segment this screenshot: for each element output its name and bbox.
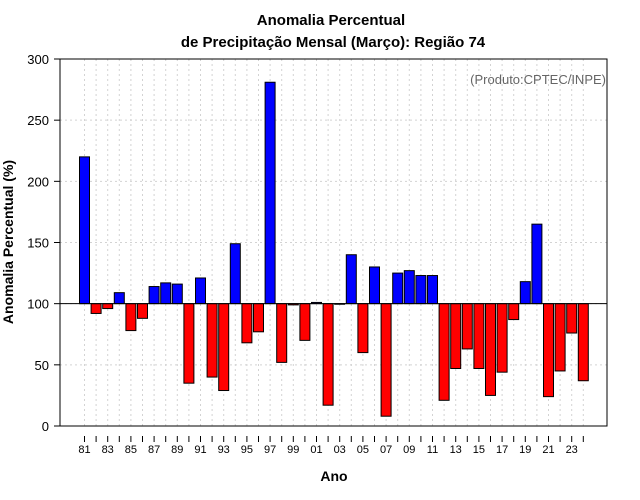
bar-18 xyxy=(508,303,520,321)
x-tick-label: 97 xyxy=(264,444,276,456)
bar-05 xyxy=(357,303,369,354)
x-tick-label: 01 xyxy=(310,444,322,456)
bar-90 xyxy=(183,303,195,384)
y-tick-label: 0 xyxy=(42,419,49,434)
x-tick-label: 07 xyxy=(380,444,392,456)
x-axis: 81 83 85 87 89 91 93 95 97 99 01 03 05 07 09 11 13 15 17 19… xyxy=(78,436,584,456)
x-tick-label: 17 xyxy=(496,444,508,456)
bar-15 xyxy=(473,303,485,370)
bar-84 xyxy=(113,292,125,305)
bar-17 xyxy=(496,303,508,373)
bars-group xyxy=(79,81,589,417)
bar-97 xyxy=(264,81,276,305)
bar-08 xyxy=(392,272,404,305)
bar-16 xyxy=(485,303,496,396)
bar-86 xyxy=(137,303,148,319)
x-tick-label: 87 xyxy=(148,444,160,456)
bar-13 xyxy=(450,303,462,370)
x-tick-label: 93 xyxy=(218,444,230,456)
bar-96 xyxy=(253,303,264,333)
x-tick-label: 13 xyxy=(450,444,462,456)
bar-22 xyxy=(554,303,566,372)
x-tick-label: 99 xyxy=(287,444,299,456)
bar-95 xyxy=(241,303,253,344)
x-tick-label: 91 xyxy=(194,444,206,456)
bar-19 xyxy=(519,281,531,305)
chart-title-line1: Anomalia Percentual xyxy=(257,12,405,29)
bar-85 xyxy=(125,303,137,332)
bar-20 xyxy=(531,223,543,305)
x-tick-label: 85 xyxy=(125,444,137,456)
bar-88 xyxy=(160,282,172,305)
x-tick-label: 81 xyxy=(78,444,90,456)
y-tick-label: 150 xyxy=(27,236,49,251)
bar-92 xyxy=(206,303,218,378)
y-tick-label: 100 xyxy=(27,297,49,312)
bar-98 xyxy=(276,303,288,363)
bar-21 xyxy=(543,303,554,398)
chart-title-line2: de Precipitação Mensal (Março): Região 7… xyxy=(181,34,486,51)
x-tick-label: 19 xyxy=(519,444,531,456)
bar-10 xyxy=(415,275,427,305)
bar-11 xyxy=(427,275,438,305)
x-tick-label: 21 xyxy=(542,444,554,456)
x-tick-label: 89 xyxy=(171,444,183,456)
bar-06 xyxy=(369,266,380,305)
bar-12 xyxy=(438,303,450,401)
bar-82 xyxy=(90,303,102,314)
bar-94 xyxy=(229,243,241,305)
credit-text: (Produto:CPTEC/INPE) xyxy=(470,72,606,87)
y-tick-label: 50 xyxy=(35,358,49,373)
x-tick-label: 15 xyxy=(473,444,485,456)
x-tick-label: 05 xyxy=(357,444,369,456)
bar-07 xyxy=(380,303,392,417)
bar-91 xyxy=(195,277,206,305)
y-tick-label: 200 xyxy=(27,174,49,189)
x-tick-label: 03 xyxy=(334,444,346,456)
y-tick-label: 250 xyxy=(27,113,49,128)
x-tick-label: 11 xyxy=(427,444,438,456)
bar-09 xyxy=(403,270,415,305)
y-axis-label: Anomalia Percentual (%) xyxy=(0,160,16,324)
bar-02 xyxy=(322,303,334,406)
bar-89 xyxy=(171,283,183,305)
bar-93 xyxy=(218,303,230,392)
bar-00 xyxy=(299,303,311,341)
x-axis-label: Ano xyxy=(320,468,347,484)
bar-23 xyxy=(566,303,578,334)
x-tick-label: 09 xyxy=(403,444,415,456)
bar-14 xyxy=(461,303,473,350)
bar-83 xyxy=(102,303,114,310)
bar-81 xyxy=(79,156,90,305)
y-tick-label: 300 xyxy=(27,52,49,67)
bar-04 xyxy=(345,254,357,305)
x-tick-label: 95 xyxy=(241,444,253,456)
bar-24 xyxy=(577,303,589,382)
x-tick-label: 23 xyxy=(566,444,578,456)
bar-87 xyxy=(148,286,160,305)
x-tick-label: 83 xyxy=(102,444,114,456)
y-axis: 0 50 100 150 200 250 300 xyxy=(27,52,60,434)
